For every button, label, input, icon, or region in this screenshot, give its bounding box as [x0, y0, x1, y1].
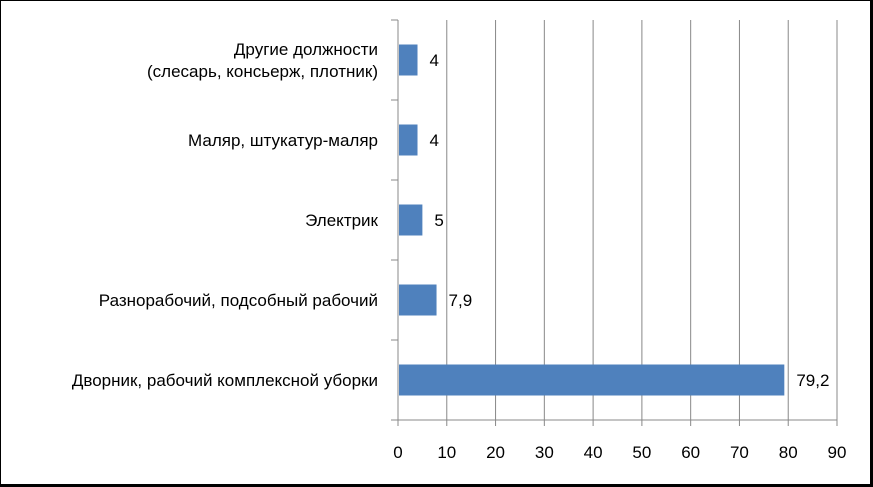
x-tick-label: 70	[730, 443, 749, 462]
category-label: Другие должности (слесарь, консьерж, плот…	[147, 40, 378, 81]
x-tick-label: 90	[828, 443, 847, 462]
x-tick-label: 0	[393, 443, 402, 462]
data-label: 5	[434, 211, 443, 230]
bar	[399, 124, 418, 156]
x-tick-label: 20	[486, 443, 505, 462]
x-tick-label: 80	[779, 443, 798, 462]
bar	[399, 204, 423, 236]
data-label: 7,9	[449, 291, 473, 310]
x-tick-label: 60	[681, 443, 700, 462]
category-label: Электрик	[305, 211, 378, 230]
bar	[399, 284, 437, 316]
category-label: Маляр, штукатур-маляр	[188, 131, 378, 150]
category-label-line: (слесарь, консьерж, плотник)	[147, 62, 378, 81]
bar	[399, 44, 418, 76]
category-label: Разнорабочий, подсобный рабочий	[99, 291, 378, 310]
x-tick-label: 10	[437, 443, 456, 462]
data-label: 4	[430, 51, 439, 70]
x-tick-label: 50	[632, 443, 651, 462]
x-tick-label: 30	[535, 443, 554, 462]
category-label-line: Электрик	[305, 211, 378, 230]
category-label-line: Маляр, штукатур-маляр	[188, 131, 378, 150]
category-label-line: Разнорабочий, подсобный рабочий	[99, 291, 378, 310]
category-label-line: Другие должности	[234, 40, 378, 59]
bar	[399, 364, 785, 396]
category-label: Дворник, рабочий комплексной уборки	[72, 371, 378, 390]
data-label: 4	[430, 131, 439, 150]
category-label-line: Дворник, рабочий комплексной уборки	[72, 371, 378, 390]
x-tick-label: 40	[584, 443, 603, 462]
data-label: 79,2	[796, 371, 829, 390]
